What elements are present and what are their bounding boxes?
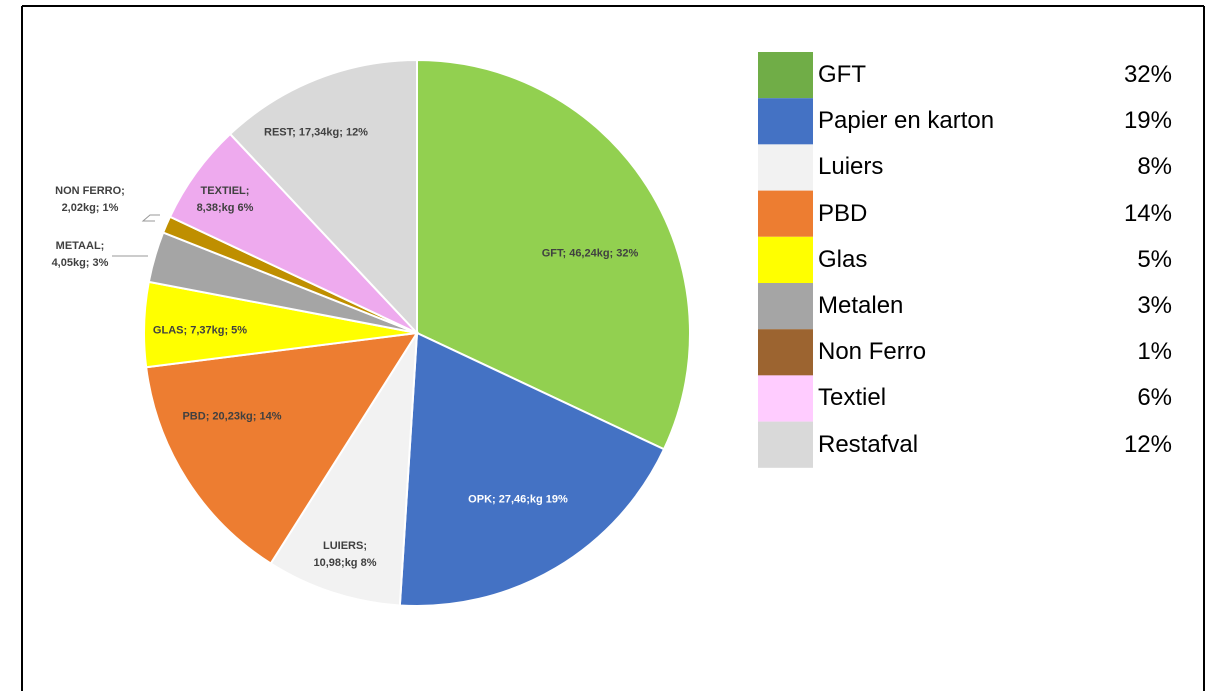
- legend-name: Papier en karton: [818, 107, 995, 135]
- legend-value: 8%: [1137, 153, 1172, 181]
- legend-value: 1%: [1137, 338, 1172, 366]
- data-label: LUIERS; 10,98;kg 8%: [313, 540, 377, 569]
- legend-swatch: [758, 236, 813, 283]
- data-label: METAAL; 4,05kg; 3%: [51, 240, 109, 269]
- legend-name: Luiers: [818, 153, 884, 181]
- legend-value: 32%: [1123, 61, 1172, 88]
- pie-slice: [398, 331, 666, 607]
- data-label: PBD; 20,23kg; 14%: [182, 410, 282, 423]
- legend-name: GFT: [818, 61, 866, 88]
- legend-name: Restafval: [818, 430, 919, 458]
- data-label: GFT; 46,24kg; 32%: [541, 247, 639, 260]
- legend-value: 3%: [1137, 292, 1172, 319]
- legend-swatch: [758, 144, 813, 191]
- pie-slice: [145, 331, 419, 565]
- pie-slice: [269, 332, 418, 607]
- legend-name: PBD: [818, 199, 868, 227]
- data-label: TEXTIEL; 8,38;kg 6%: [196, 185, 254, 214]
- legend-value: 5%: [1137, 245, 1172, 273]
- leader-line: [141, 214, 160, 222]
- legend-swatch: [758, 329, 813, 376]
- legend-swatch: [758, 98, 813, 145]
- legend-name: Non Ferro: [818, 338, 927, 366]
- legend-swatch: [758, 375, 813, 422]
- legend-swatch: [758, 421, 813, 468]
- data-label: NON FERRO; 2,02kg; 1%: [55, 185, 125, 214]
- data-label: REST; 17,34kg; 12%: [264, 126, 368, 139]
- legend-name: Textiel: [818, 384, 887, 412]
- legend-name: Metalen: [818, 292, 904, 319]
- legend-swatch: [758, 283, 813, 330]
- legend-value: 6%: [1137, 384, 1172, 412]
- legend-value: 14%: [1123, 199, 1172, 227]
- data-label: OPK; 27,46;kg 19%: [468, 493, 568, 506]
- pie-slice: [416, 58, 691, 451]
- legend-value: 12%: [1123, 430, 1172, 458]
- legend-value: 19%: [1123, 107, 1172, 135]
- pie-slice: [228, 58, 418, 336]
- legend-swatch: [758, 52, 813, 99]
- data-label: GLAS; 7,37kg; 5%: [152, 324, 248, 337]
- legend-swatch: [758, 190, 813, 237]
- legend-name: Glas: [818, 245, 868, 273]
